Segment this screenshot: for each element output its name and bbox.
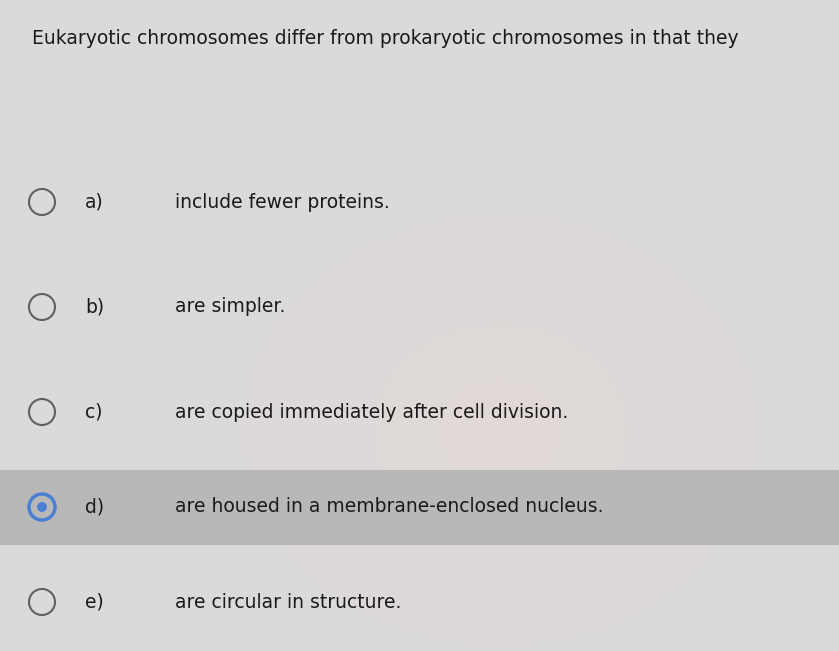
Text: d): d) <box>85 497 104 516</box>
Text: are copied immediately after cell division.: are copied immediately after cell divisi… <box>175 402 568 421</box>
Text: b): b) <box>85 298 104 316</box>
Text: Eukaryotic chromosomes differ from prokaryotic chromosomes in that they: Eukaryotic chromosomes differ from proka… <box>32 29 738 48</box>
Text: c): c) <box>85 402 102 421</box>
Text: e): e) <box>85 592 104 611</box>
Circle shape <box>37 502 47 512</box>
Text: are housed in a membrane-enclosed nucleus.: are housed in a membrane-enclosed nucleu… <box>175 497 603 516</box>
Text: are circular in structure.: are circular in structure. <box>175 592 401 611</box>
Text: a): a) <box>85 193 104 212</box>
Text: are simpler.: are simpler. <box>175 298 285 316</box>
Text: include fewer proteins.: include fewer proteins. <box>175 193 390 212</box>
FancyBboxPatch shape <box>0 470 839 545</box>
